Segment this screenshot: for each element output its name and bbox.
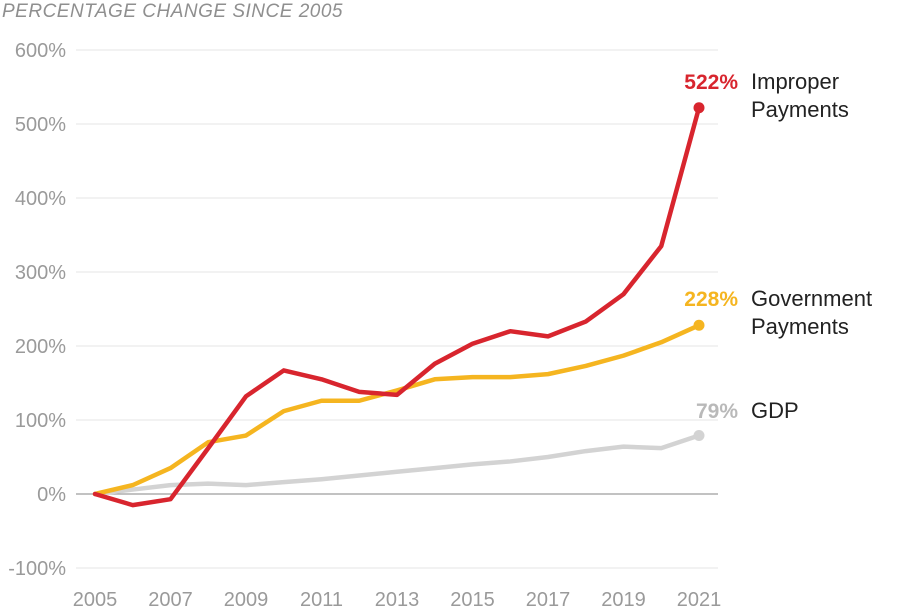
x-tick-label: 2011 [300, 589, 343, 608]
y-tick-label: 500% [15, 114, 66, 136]
series-name-label-improper: Payments [751, 97, 849, 122]
y-tick-label: 600% [15, 40, 66, 62]
end-marker-gdp [693, 430, 705, 442]
series-line-gdp [92, 433, 702, 497]
y-tick-label: 0% [37, 484, 66, 506]
y-tick-label: 300% [15, 262, 66, 284]
grid-layer [76, 49, 718, 569]
y-tick-label: 100% [15, 410, 66, 432]
end-value-label-improper: 522% [684, 71, 738, 94]
end-value-label-government: 228% [684, 288, 738, 311]
series-name-label-gdp: GDP [751, 398, 799, 423]
axis-layer: 600% 500% 400% 300% 200% 100% 0% -100% 2005 2007 2… [8, 40, 722, 611]
y-tick-label: -100% [8, 558, 66, 580]
chart-subtitle: PERCENTAGE CHANGE SINCE 2005 [2, 1, 343, 22]
series-line-government [92, 323, 702, 497]
x-tick-label: 2021 [677, 589, 722, 608]
x-tick-label: 2017 [526, 589, 571, 608]
series-name-label-improper: Improper [751, 69, 839, 94]
series-name-label-government: Government [751, 286, 872, 311]
x-tick-label: 2007 [148, 589, 193, 608]
series-line-improper [92, 105, 702, 508]
x-tick-label: 2015 [450, 589, 495, 608]
series-layer [92, 102, 705, 508]
x-tick-label: 2019 [601, 589, 646, 608]
y-tick-label: 400% [15, 188, 66, 210]
x-tick-label: 2005 [73, 589, 118, 608]
end-marker-government [693, 319, 705, 331]
end-marker-improper [693, 102, 705, 114]
end-value-label-gdp: 79% [696, 400, 738, 423]
series-name-label-government: Payments [751, 314, 849, 339]
y-tick-label: 200% [15, 336, 66, 358]
label-layer: 79% GDP 228% Government Payments 522% Improper… [684, 69, 872, 423]
x-tick-label: 2009 [224, 589, 269, 608]
x-tick-label: 2013 [375, 589, 420, 608]
